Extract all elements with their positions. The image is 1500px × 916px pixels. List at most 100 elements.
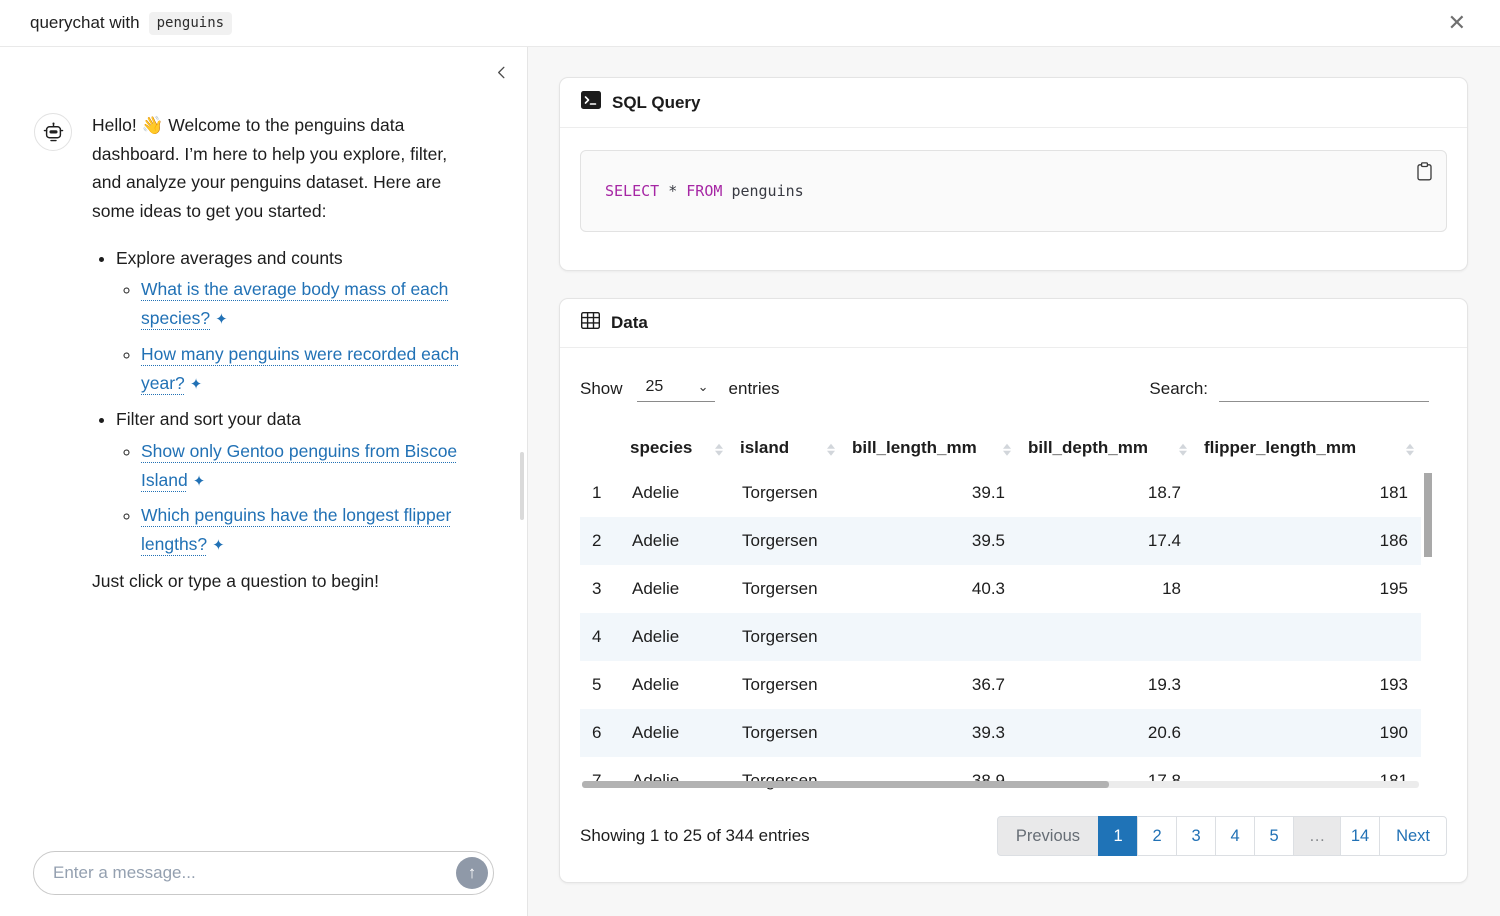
page-button-5[interactable]: 5: [1254, 816, 1295, 856]
column-header-flipper-length[interactable]: flipper_length_mm: [1194, 430, 1421, 469]
page-size-value: 25: [645, 378, 664, 395]
send-button[interactable]: ↑: [456, 857, 488, 889]
cell-island: Torgersen: [742, 579, 818, 598]
cell-island: Torgersen: [742, 531, 818, 550]
page-length-control: Show 25 ⌄ entries: [580, 376, 780, 402]
sql-keyword: FROM: [686, 182, 723, 200]
search-input[interactable]: [1219, 375, 1429, 402]
column-header-species[interactable]: species: [620, 430, 730, 469]
sparkle-icon: ✦: [189, 375, 203, 393]
cell-bill-length: 40.3: [971, 579, 1005, 598]
table-footer: Showing 1 to 25 of 344 entries Previous …: [580, 816, 1447, 856]
page-button-2[interactable]: 2: [1137, 816, 1178, 856]
page-size-select[interactable]: 25 ⌄: [636, 376, 715, 402]
message-input[interactable]: [33, 851, 494, 895]
page-button-14[interactable]: 14: [1340, 816, 1381, 856]
title-text: querychat with: [30, 13, 140, 32]
suggestions-list: Explore averages and counts What is the …: [92, 244, 464, 559]
cell-species: Adelie: [632, 579, 680, 598]
collapse-sidebar-button[interactable]: [491, 62, 512, 86]
previous-page-button[interactable]: Previous: [996, 816, 1100, 856]
suggestion-group: Explore averages and counts What is the …: [116, 244, 464, 397]
cell-rownum: 6: [592, 723, 602, 742]
chat-messages-area: Hello! 👋 Welcome to the penguins data da…: [0, 47, 527, 595]
suggestion-group: Filter and sort your data Show only Gent…: [116, 405, 464, 558]
cell-bill-depth: 20.6: [1147, 723, 1181, 742]
close-icon[interactable]: ✕: [1442, 10, 1472, 36]
cell-rownum: 5: [592, 675, 602, 694]
sparkle-icon: ✦: [192, 472, 206, 490]
table-icon: [580, 311, 601, 334]
page-button-4[interactable]: 4: [1215, 816, 1256, 856]
sort-icon: [1003, 443, 1011, 456]
sql-keyword: SELECT: [605, 182, 660, 200]
sparkle-icon: ✦: [215, 311, 228, 329]
chevron-down-icon: ⌄: [697, 379, 709, 394]
cell-species: Adelie: [632, 723, 680, 742]
column-header-bill-length[interactable]: bill_length_mm: [842, 430, 1018, 469]
sort-icon: [827, 443, 835, 456]
sort-icon: [715, 443, 723, 456]
suggestion-link-avg-body-mass[interactable]: What is the average body mass of each sp…: [141, 279, 448, 328]
data-card-body: Show 25 ⌄ entries Search:: [560, 348, 1467, 882]
dataset-name-chip: penguins: [148, 11, 233, 35]
sql-table-name: penguins: [731, 182, 804, 200]
copy-button[interactable]: [1415, 160, 1434, 186]
page-button-1[interactable]: 1: [1098, 816, 1139, 856]
scrollbar-thumb[interactable]: [582, 781, 1110, 788]
scrollbar-thumb[interactable]: [1424, 473, 1432, 557]
cell-bill-length: 39.1: [971, 483, 1005, 502]
cell-bill-length: 39.5: [971, 531, 1005, 550]
sidebar-scrollbar[interactable]: [520, 452, 524, 520]
page-button-3[interactable]: 3: [1176, 816, 1217, 856]
sort-icon: [1406, 443, 1414, 456]
cell-island: Torgersen: [742, 723, 818, 742]
sql-code-block: SELECT * FROM penguins: [580, 150, 1447, 232]
cell-bill-depth: 18: [1162, 579, 1181, 598]
app-header: querychat with penguins ✕: [0, 0, 1500, 47]
table-row: 4 Adelie Torgersen: [580, 613, 1421, 661]
sql-code: SELECT * FROM penguins: [605, 182, 1422, 200]
cell-bill-length: [842, 613, 1018, 661]
cell-bill-depth: 17.4: [1147, 531, 1181, 550]
column-header-rownum: [580, 430, 620, 469]
table-row: 6 Adelie Torgersen 39.3 20.6 190: [580, 709, 1421, 757]
sql-operator: *: [668, 182, 678, 200]
sql-query-card-body: SELECT * FROM penguins: [560, 128, 1467, 270]
cell-bill-depth: 18.7: [1147, 483, 1181, 502]
chat-input-bar: ↑: [33, 851, 494, 895]
suggestion-link-gentoo-biscoe[interactable]: Show only Gentoo penguins from Biscoe Is…: [141, 441, 457, 490]
cell-bill-length: 36.7: [971, 675, 1005, 694]
table-vertical-scrollbar[interactable]: [1424, 473, 1432, 785]
suggestion-link-longest-flippers[interactable]: Which penguins have the longest flipper …: [141, 505, 451, 554]
cell-species: Adelie: [632, 627, 680, 646]
column-header-island[interactable]: island: [730, 430, 842, 469]
cell-flipper-length: 190: [1379, 723, 1408, 742]
cell-flipper-length: [1194, 613, 1421, 661]
cell-island: Torgersen: [742, 675, 818, 694]
sparkle-icon: ✦: [212, 536, 225, 554]
data-table: species island bill_length_mm bill_depth…: [580, 430, 1421, 791]
suggestion-link-count-per-year[interactable]: How many penguins were recorded each yea…: [141, 344, 459, 393]
list-item: What is the average body mass of each sp…: [141, 275, 464, 332]
sql-query-card: SQL Query SELECT * FROM penguins: [559, 77, 1468, 271]
clipboard-icon: [1417, 162, 1432, 184]
chat-sidebar: Hello! 👋 Welcome to the penguins data da…: [0, 47, 528, 916]
cell-rownum: 1: [592, 483, 602, 502]
data-card: Data Show 25 ⌄ entries Sea: [559, 298, 1468, 883]
table-search-control: Search:: [1149, 375, 1429, 402]
card-title: Data: [611, 313, 648, 332]
cell-rownum: 2: [592, 531, 602, 550]
table-row: 5 Adelie Torgersen 36.7 19.3 193: [580, 661, 1421, 709]
terminal-icon: [581, 91, 601, 114]
cell-flipper-length: 195: [1379, 579, 1408, 598]
column-header-bill-depth[interactable]: bill_depth_mm: [1018, 430, 1194, 469]
sql-query-card-header: SQL Query: [560, 78, 1467, 128]
data-table-viewport: species island bill_length_mm bill_depth…: [580, 430, 1447, 791]
closing-text: Just click or type a question to begin!: [92, 570, 379, 591]
page-title: querychat with penguins: [30, 11, 233, 35]
cell-flipper-length: 181: [1379, 483, 1408, 502]
next-page-button[interactable]: Next: [1379, 816, 1447, 856]
table-horizontal-scrollbar[interactable]: [582, 781, 1419, 788]
